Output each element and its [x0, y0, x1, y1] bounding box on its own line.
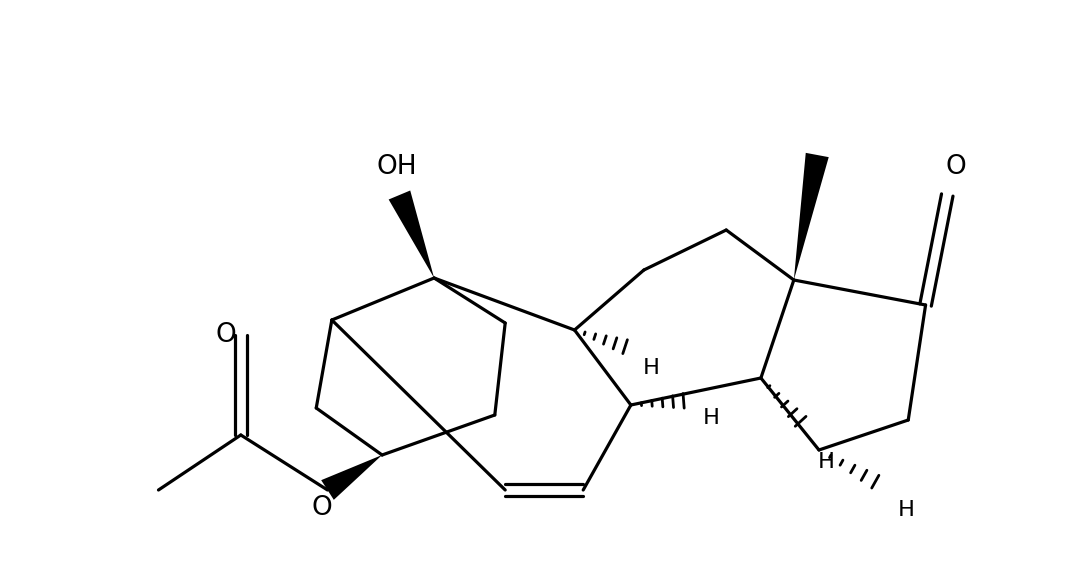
Polygon shape: [389, 190, 434, 278]
Polygon shape: [321, 455, 382, 500]
Text: H: H: [817, 452, 834, 472]
Text: H: H: [642, 358, 660, 378]
Text: O: O: [216, 322, 236, 348]
Text: O: O: [945, 154, 966, 180]
Text: O: O: [312, 495, 332, 520]
Text: H: H: [898, 500, 915, 520]
Text: H: H: [703, 408, 720, 428]
Polygon shape: [793, 153, 829, 280]
Text: OH: OH: [376, 154, 417, 180]
